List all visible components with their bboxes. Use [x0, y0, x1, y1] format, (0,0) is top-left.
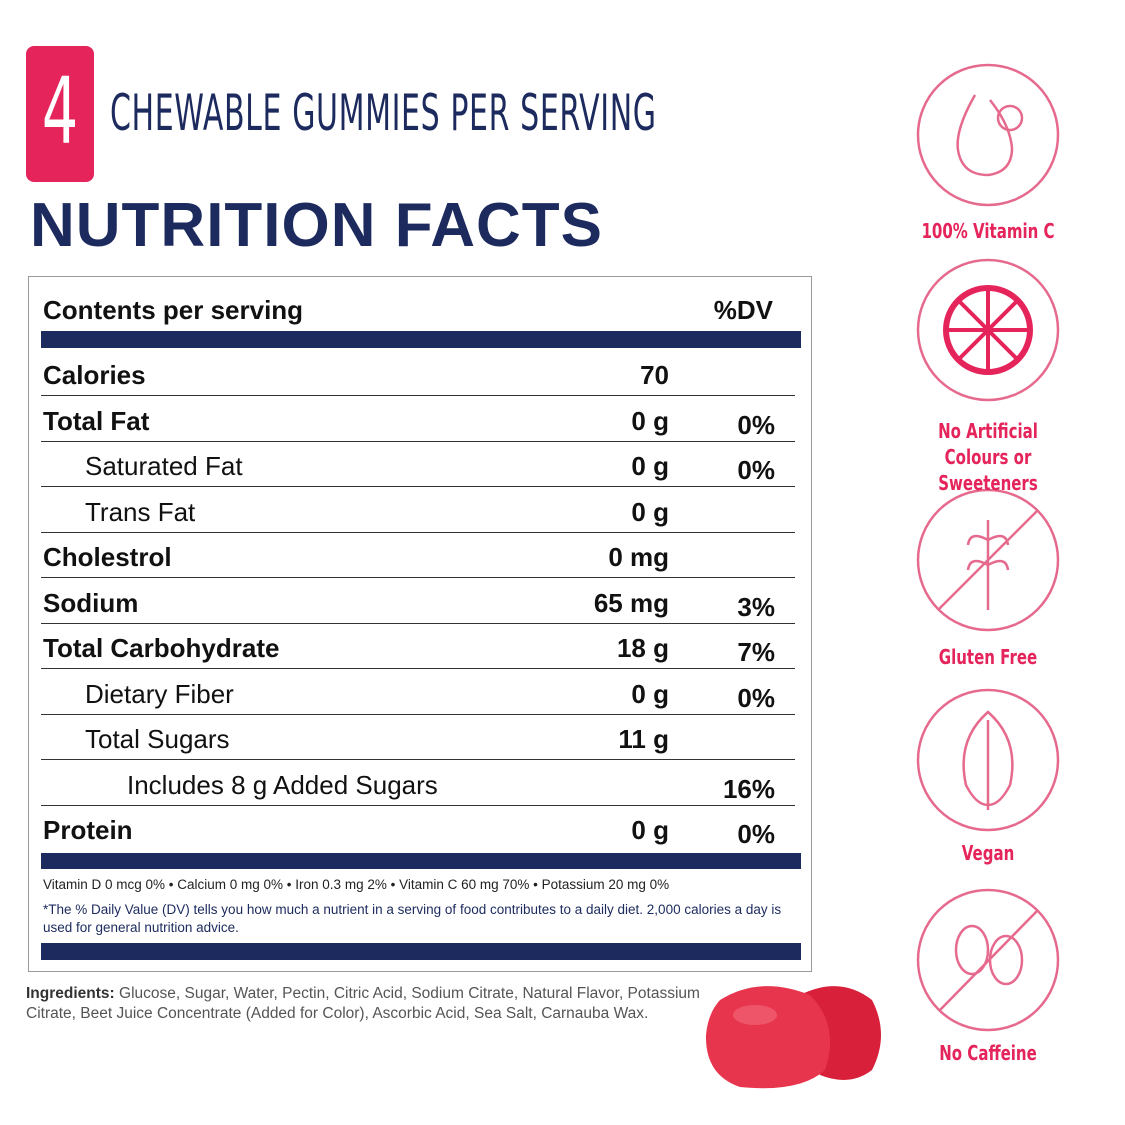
nutrient-label: Trans Fat: [85, 496, 196, 527]
nutrient-dv: 0%: [737, 682, 775, 713]
nutrient-dv: 16%: [722, 773, 775, 804]
nutrient-dv: 7%: [737, 637, 775, 667]
nutrient-label: Protein: [43, 815, 133, 845]
header-dv: %DV: [713, 295, 773, 325]
gummies: [705, 986, 881, 1089]
feature-label: Gluten Free: [938, 645, 1038, 669]
icon-circle: [916, 488, 1060, 632]
feature-label: No Artificial Colours or Sweeteners: [938, 419, 1038, 495]
nutrient-row: Trans Fat 0 g: [41, 487, 795, 533]
nutrient-dv: 0%: [737, 455, 775, 485]
badge-number: 4: [41, 58, 79, 165]
icon-circle: [916, 888, 1060, 1032]
header-row: Contents per serving %DV: [41, 285, 795, 330]
nutrient-row: Protein 0 g 0%: [41, 805, 795, 850]
icon-leaf: [962, 710, 1014, 810]
nutrient-amount: 0 g: [631, 815, 669, 845]
gummy: [705, 986, 830, 1089]
feature-label: 100% Vitamin C: [921, 219, 1055, 243]
gummy-shine: [733, 1005, 777, 1025]
badge-text: CHEWABLE GUMMIES PER SERVING: [110, 84, 657, 142]
nutrient-row: Dietary Fiber 0 g 0%: [41, 669, 795, 715]
nutrient-amount: 0 mg: [608, 542, 669, 572]
nutrient-dv: 0%: [737, 409, 775, 440]
nutrient-row: Includes 8 g Added Sugars 16%: [41, 760, 795, 806]
header-label: Contents per serving: [43, 295, 304, 325]
feature-icons: [916, 63, 1060, 1032]
feature-label: No Caffeine: [939, 1041, 1037, 1065]
nutrient-label: Total Carbohydrate: [43, 633, 280, 663]
nutrient-amount: 0 g: [631, 405, 669, 436]
feature-label: Vegan: [961, 841, 1015, 865]
nutrient-row: Total Fat 0 g 0%: [41, 396, 795, 442]
ingredients-label: Ingredients:: [26, 985, 115, 1002]
nutrient-label: Dietary Fiber: [85, 678, 234, 709]
nutrient-label: Includes 8 g Added Sugars: [127, 769, 438, 800]
nutrient-amount: 0 g: [631, 678, 669, 709]
icon-c: [996, 104, 1024, 132]
icon-segments: [948, 290, 1028, 370]
divider-bar: [41, 853, 801, 869]
nutrient-amount: 70: [640, 360, 669, 390]
nutrition-panel: Contents per serving %DV Calories 70 Total…: [28, 276, 812, 972]
nutrient-label: Calories: [43, 360, 146, 390]
nutrient-dv: 0%: [737, 819, 775, 849]
ingredients-text: Glucose, Sugar, Water, Pectin, Citric Ac…: [26, 985, 700, 1022]
icon-citrus: [943, 285, 1033, 375]
nutrient-label: Total Sugars: [85, 724, 230, 754]
divider-bar: [41, 331, 801, 348]
nutrient-row: Total Sugars 11 g: [41, 714, 795, 760]
nutrient-label: Cholestrol: [43, 542, 172, 572]
title: NUTRITION FACTS: [30, 191, 603, 260]
nutrient-label: Sodium: [43, 587, 139, 618]
nutrient-label: Saturated Fat: [85, 451, 243, 481]
divider-bar: [41, 943, 801, 960]
nutrient-amount: 65 mg: [593, 587, 669, 618]
nutrient-label: Total Fat: [43, 405, 150, 436]
nutrient-amount: 0 g: [631, 451, 669, 481]
icon-wheat: [937, 509, 1039, 611]
icon-drop: [956, 94, 1014, 177]
icon-circle: [916, 688, 1060, 832]
icon-bean: [988, 934, 1024, 986]
badge: [26, 46, 94, 182]
icon-bean: [954, 924, 990, 976]
nutrient-row: Sodium 65 mg 3%: [41, 578, 795, 624]
nutrient-row: Cholestrol 0 mg: [41, 532, 795, 578]
nutrient-amount: 18 g: [616, 633, 669, 663]
ingredients: Ingredients: Glucose, Sugar, Water, Pect…: [26, 984, 706, 1023]
icon-circle: [916, 258, 1060, 402]
nutrient-row: Saturated Fat 0 g 0%: [41, 441, 795, 487]
footnote: *The % Daily Value (DV) tells you how mu…: [43, 902, 782, 935]
icon-circle: [916, 63, 1060, 207]
vitamins: Vitamin D 0 mcg 0% • Calcium 0 mg 0% • I…: [43, 877, 670, 892]
nutrient-amount: 11 g: [618, 724, 669, 754]
nutrient-amount: 0 g: [631, 496, 669, 527]
nutrient-row: Total Carbohydrate 18 g 7%: [41, 623, 795, 669]
nutrient-dv: 3%: [737, 591, 775, 622]
nutrient-row: Calories 70: [41, 350, 795, 396]
